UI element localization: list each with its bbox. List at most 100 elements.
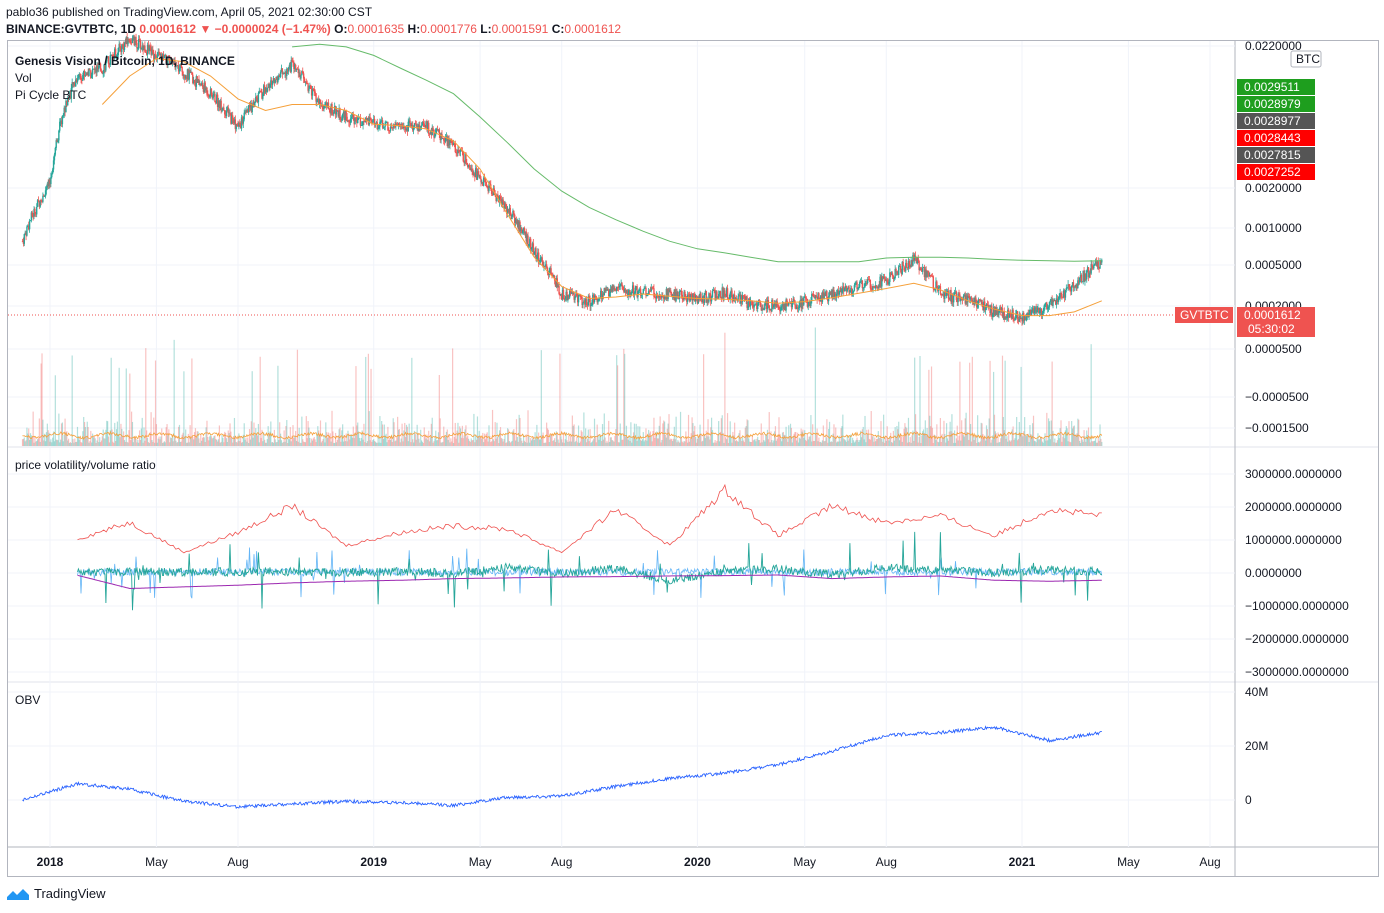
candle-body (207, 94, 209, 96)
candle (1089, 268, 1091, 278)
volume-bar (72, 439, 74, 446)
candle-body (118, 43, 120, 48)
candle-body (536, 257, 538, 259)
volume-bar (701, 441, 703, 446)
candle-body (577, 294, 580, 303)
candle-body (38, 201, 41, 207)
candle (423, 120, 425, 128)
volume-bar (830, 441, 832, 446)
vol-legend[interactable]: Vol (15, 71, 32, 85)
candle (422, 118, 425, 128)
candle-body (131, 38, 134, 44)
candle (544, 265, 546, 268)
candle-body (145, 51, 147, 53)
candle (84, 71, 87, 77)
volume-bar (109, 430, 111, 446)
candle (621, 282, 623, 290)
volume-bar (547, 429, 550, 446)
candle (456, 149, 458, 158)
volume-bar (759, 442, 761, 446)
volume-bar (776, 438, 778, 446)
candle-body (205, 87, 207, 91)
candle-body (317, 98, 319, 101)
volume-bar (325, 422, 327, 446)
candle (193, 79, 196, 86)
candle-body (414, 123, 417, 125)
candle-body (624, 289, 627, 294)
candle (724, 288, 726, 297)
footer-brand[interactable]: TradingView (34, 886, 106, 901)
candle-body (823, 293, 825, 299)
volume-bar (519, 417, 521, 446)
candle-body (553, 275, 556, 281)
candle-body (1081, 281, 1083, 283)
candle-body (391, 127, 394, 129)
volume-bar (842, 414, 844, 446)
candle-body (1054, 300, 1057, 305)
volume-bar (107, 436, 110, 446)
volume-bar (428, 430, 430, 446)
candle-body (1034, 307, 1036, 311)
candle (895, 267, 897, 276)
candle-body (534, 248, 536, 254)
candle-body (786, 299, 788, 303)
candle (824, 291, 826, 297)
candle (171, 62, 174, 67)
candle-body (482, 181, 484, 186)
volume-bar (556, 432, 558, 446)
candle-body (1091, 264, 1093, 267)
indicator-value-tag (1237, 113, 1315, 129)
main-legend: Genesis Vision / Bitcoin, 1D, BINANCE Vo… (15, 53, 235, 104)
candle (834, 291, 836, 301)
volume-bar (295, 441, 298, 446)
candle-body (355, 117, 357, 119)
volume-bar (275, 442, 277, 446)
volume-bar (304, 442, 307, 446)
candle-body (83, 70, 86, 77)
volume-bar (305, 416, 307, 446)
candle (1067, 280, 1069, 291)
volume-bar (460, 428, 462, 446)
candle-body (248, 105, 251, 108)
volume-bar (154, 442, 156, 446)
candle-body (294, 64, 296, 69)
candle-body (834, 293, 836, 298)
candle (880, 274, 882, 289)
candle-body (660, 296, 662, 298)
candle-body (405, 128, 408, 131)
pi-cycle-legend[interactable]: Pi Cycle BTC (15, 88, 87, 102)
candle (1039, 307, 1042, 316)
candle-body (900, 269, 903, 274)
candle (639, 287, 641, 294)
symbol-label: BINANCE:GVTBTC, 1D (6, 22, 137, 36)
volume-bar (308, 427, 310, 446)
candle-body (218, 100, 221, 109)
volume-bar (328, 435, 330, 446)
volume-bar (309, 438, 311, 446)
candle (930, 273, 933, 277)
volume-bar (839, 441, 841, 446)
volume-bar (196, 431, 198, 446)
volume-bar (523, 440, 526, 446)
candle-body (829, 291, 832, 295)
candle (118, 40, 120, 53)
volume-bar (175, 440, 177, 446)
volume-bar (282, 442, 284, 446)
pane2-legend[interactable]: price volatility/volume ratio (15, 458, 156, 472)
candle-body (644, 287, 646, 289)
volume-bar (712, 442, 714, 446)
volume-bar (472, 439, 474, 446)
volume-bar (223, 442, 225, 446)
candle-body (270, 80, 272, 84)
volume-bar (344, 441, 346, 446)
pane3-legend[interactable]: OBV (15, 693, 41, 707)
candle (355, 116, 357, 122)
volume-bar (1080, 436, 1083, 446)
candle-body (715, 291, 717, 301)
candle-body (71, 82, 73, 89)
candle-body (97, 66, 99, 70)
volume-bar (110, 357, 112, 446)
candle-body (804, 296, 806, 298)
candle-body (729, 293, 731, 299)
